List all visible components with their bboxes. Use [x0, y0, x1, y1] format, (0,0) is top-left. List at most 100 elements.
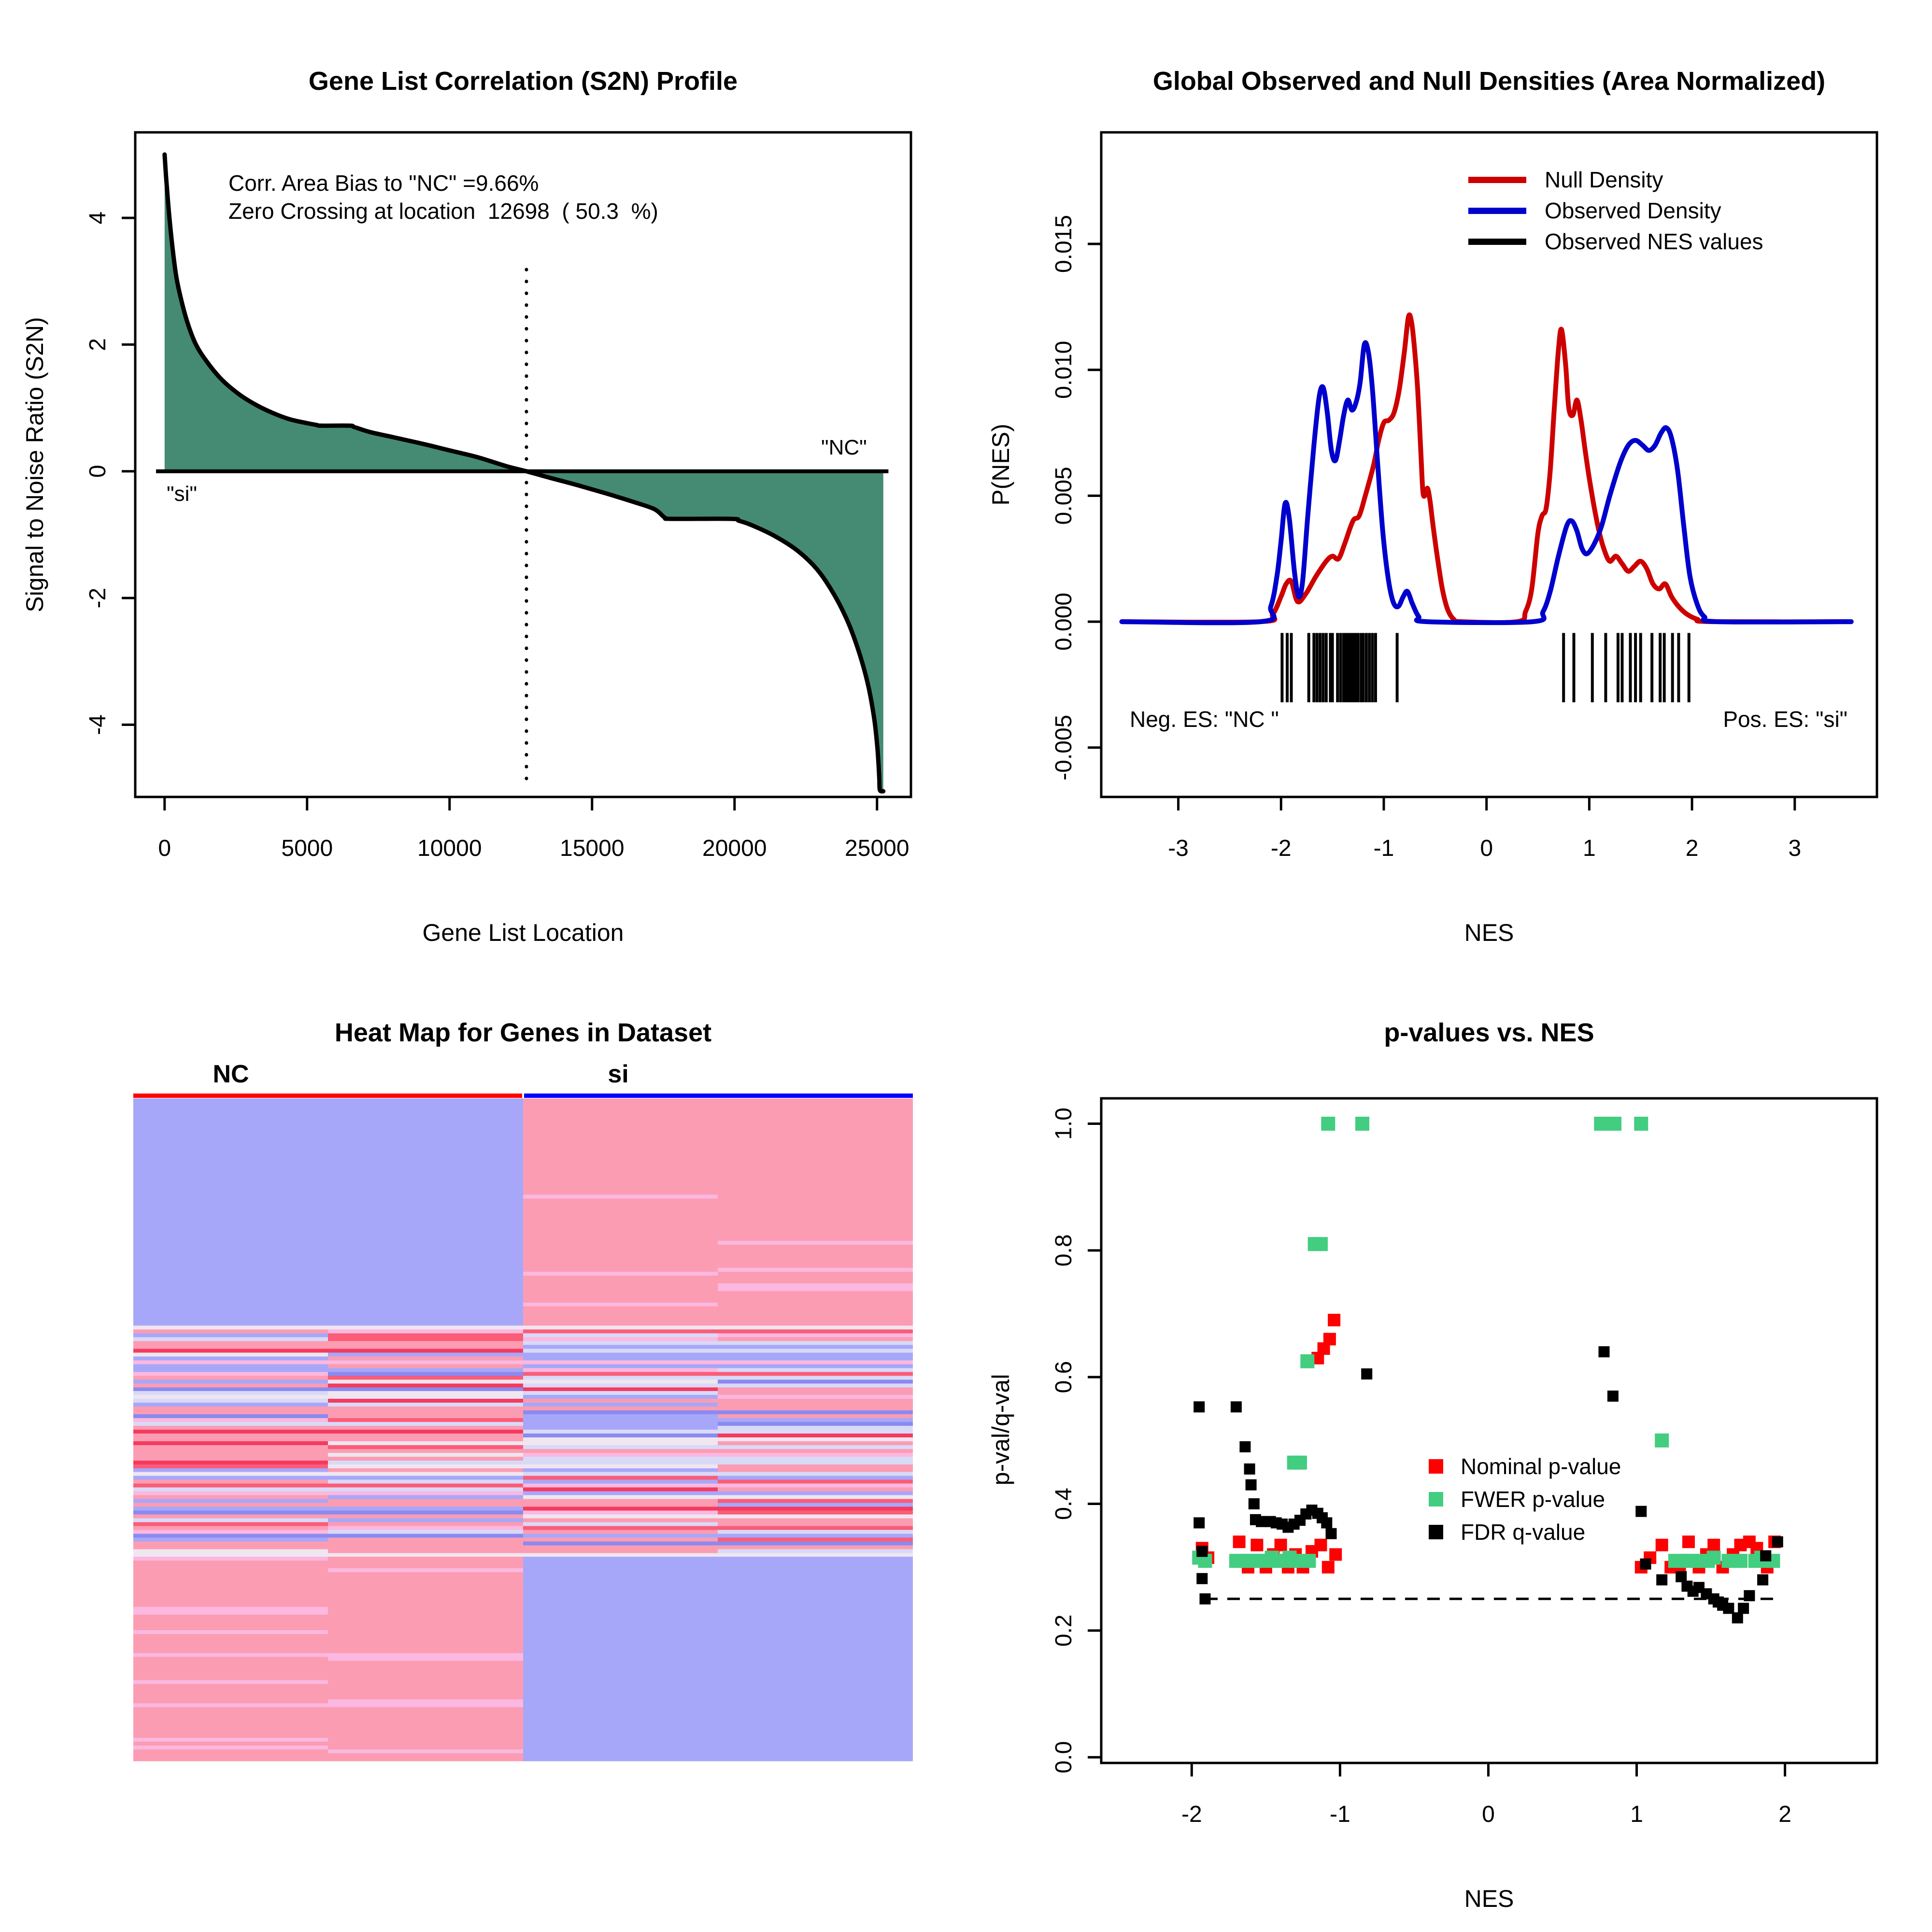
heatmap-cell [523, 1271, 718, 1276]
heatmap-cell [328, 1410, 523, 1415]
heatmap-cell [523, 1734, 718, 1738]
heatmap-cell [523, 1194, 718, 1199]
heatmap-cell [718, 1406, 913, 1411]
heatmap-cell [328, 1599, 523, 1604]
heatmap-cell [133, 1237, 328, 1241]
heatmap-cell [718, 1584, 913, 1588]
heatmap-cell [328, 1664, 523, 1669]
scatter-point-fdr-q-value [1196, 1546, 1208, 1557]
heatmap-cell [133, 1588, 328, 1592]
heatmap-cell [718, 1349, 913, 1353]
heatmap-cell [328, 1098, 523, 1103]
heatmap-cell [328, 1676, 523, 1681]
heatmap-cell [523, 1422, 718, 1426]
heatmap-cell [133, 1206, 328, 1210]
heatmap-cell [328, 1267, 523, 1272]
heatmap-cell [718, 1726, 913, 1731]
heatmap-cell [718, 1275, 913, 1280]
heatmap-cell [133, 1214, 328, 1218]
heatmap-cell [133, 1476, 328, 1480]
heatmap-cell [718, 1260, 913, 1264]
heatmap-cell [133, 1722, 328, 1727]
heatmap-cell [133, 1395, 328, 1399]
heatmap-cell [133, 1518, 328, 1523]
heatmap-cell [328, 1245, 523, 1249]
y-tick-label: -2 [85, 588, 111, 609]
heatmap-cell [718, 1614, 913, 1619]
heatmap-cell [133, 1333, 328, 1338]
heatmap-cell [133, 1637, 328, 1642]
heatmap-cell [133, 1372, 328, 1376]
scatter-point-fdr-q-value [1361, 1368, 1373, 1380]
heatmap-cell [133, 1749, 328, 1754]
heatmap-cell [328, 1252, 523, 1257]
heatmap-cell [523, 1098, 718, 1103]
heatmap-cell [718, 1738, 913, 1742]
heatmap-cell [718, 1526, 913, 1530]
heatmap-cell [328, 1117, 523, 1122]
heatmap-cell [718, 1291, 913, 1295]
scatter-point-nominal-p-value [1233, 1535, 1246, 1548]
heatmap-cell [523, 1537, 718, 1542]
heatmap-cell [328, 1376, 523, 1380]
heatmap-cell [133, 1179, 328, 1184]
heatmap-cell [328, 1318, 523, 1322]
heatmap-cell [133, 1387, 328, 1392]
heatmap-cell [523, 1479, 718, 1484]
heatmap-cell [718, 1287, 913, 1292]
heatmap-cell [718, 1136, 913, 1141]
heatmap-cell [718, 1576, 913, 1580]
heatmap-cell [718, 1703, 913, 1707]
panel-heatmap: Heat Map for Genes in Dataset NC si [0, 966, 966, 1932]
heatmap-cell [133, 1668, 328, 1673]
heatmap-cell [718, 1264, 913, 1268]
heatmap-cell [718, 1715, 913, 1719]
heatmap-cell [523, 1468, 718, 1473]
scatter-point-fdr-q-value [1321, 1517, 1333, 1529]
heatmap-cell [523, 1684, 718, 1689]
heatmap-cell [133, 1564, 328, 1569]
heatmap-cell [718, 1506, 913, 1511]
heatmap-cell [328, 1537, 523, 1542]
heatmap-cell [328, 1387, 523, 1392]
heatmap-cell [328, 1364, 523, 1368]
heatmap-cell [328, 1102, 523, 1107]
heatmap-cell [133, 1403, 328, 1407]
heatmap-cell [718, 1711, 913, 1715]
heatmap-cell [718, 1510, 913, 1515]
heatmap-cell [328, 1503, 523, 1507]
heatmap-cell [523, 1395, 718, 1399]
heatmap-cell [523, 1387, 718, 1392]
heatmap-cell [328, 1606, 523, 1611]
heatmap-cell [328, 1129, 523, 1134]
heatmap-cell [133, 1175, 328, 1180]
heatmap-cell [328, 1144, 523, 1149]
heatmap-cell [718, 1634, 913, 1638]
scatter-point-fdr-q-value [1676, 1571, 1687, 1582]
heatmap-cell [523, 1279, 718, 1284]
scatter-y-axis-label: p-val/q-val [987, 1374, 1014, 1486]
heatmap-cell [328, 1383, 523, 1388]
heatmap-cell [718, 1106, 913, 1110]
heatmap-cell [523, 1464, 718, 1469]
heatmap-cell [133, 1325, 328, 1330]
heatmap-cell [718, 1588, 913, 1592]
null-density-swatch [1468, 176, 1526, 183]
heatmap-cell [133, 1595, 328, 1600]
plot-box [134, 131, 912, 798]
heatmap-cell [133, 1287, 328, 1292]
observed-nes-swatch [1468, 238, 1526, 245]
panel-pvalues-scatter: -2 -1 0 1 2 0.0 0.2 0.4 0.6 0.8 1.0 p-values vs. N… [966, 966, 1932, 1932]
heatmap-cell [328, 1572, 523, 1577]
heatmap-cell [328, 1433, 523, 1438]
scatter-point-nominal-p-value [1250, 1538, 1264, 1551]
heatmap-cell [523, 1591, 718, 1596]
y-tick-label: 4 [85, 212, 111, 225]
heatmap-cell [523, 1753, 718, 1758]
heatmap-cell [328, 1379, 523, 1384]
heatmap-cell [718, 1557, 913, 1561]
heatmap-cell [523, 1310, 718, 1315]
heatmap-cell [523, 1214, 718, 1218]
heatmap-cell [133, 1580, 328, 1584]
